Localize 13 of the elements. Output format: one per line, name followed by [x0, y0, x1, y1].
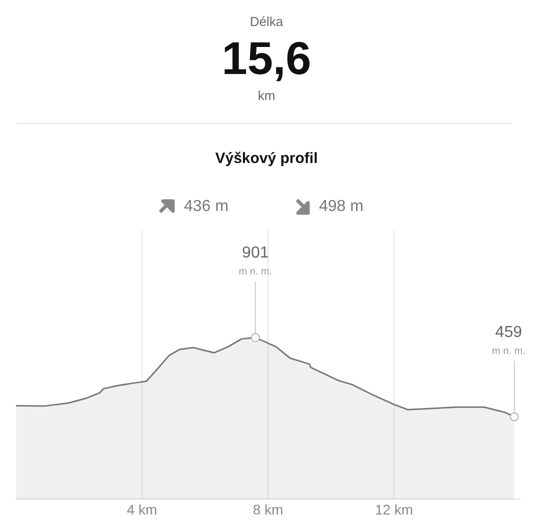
data-label: 459: [495, 324, 522, 341]
text: km: [256, 88, 276, 103]
text: 15,6: [220, 32, 312, 84]
data-label: 901: [242, 244, 269, 262]
annotation: m n. m.: [238, 266, 272, 278]
x-tick-label: 4 km: [126, 501, 158, 518]
x-tick-label: 8 km: [252, 501, 284, 518]
x-tick-label: 12 km: [374, 501, 414, 518]
text: 436 m: [184, 198, 228, 216]
text: Délka: [248, 14, 284, 29]
annotation: m n. m.: [492, 346, 526, 357]
chart-title: Výškový profil: [214, 150, 319, 167]
text: 498 m: [319, 198, 364, 216]
